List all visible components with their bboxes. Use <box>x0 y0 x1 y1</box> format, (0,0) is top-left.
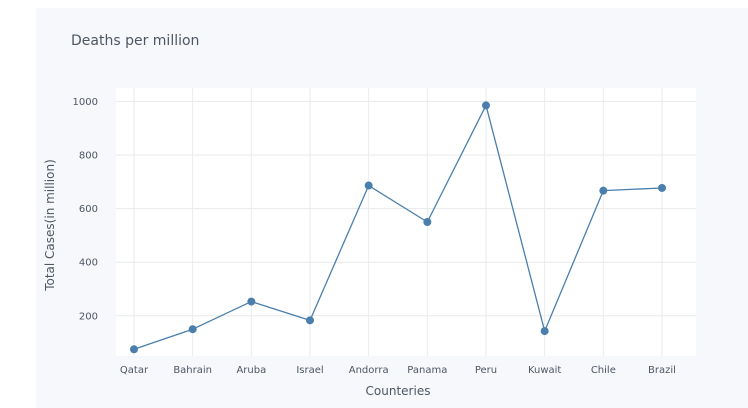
data-point-chile[interactable] <box>599 186 608 195</box>
data-point-kuwait[interactable] <box>540 327 549 336</box>
plot-area <box>116 88 696 356</box>
x-tick-label: Kuwait <box>528 365 561 376</box>
x-tick-label: Bahrain <box>173 365 212 376</box>
y-tick-label: 600 <box>79 204 98 215</box>
data-point-peru[interactable] <box>482 101 490 110</box>
x-axis-title: Counteries <box>366 384 431 398</box>
data-point-bahrain[interactable] <box>188 325 197 334</box>
x-tick-labels: Qatar Bahrain Aruba Israel Andorra Panama Peru… <box>120 365 676 376</box>
chart-title: Deaths per million <box>71 33 200 49</box>
series-markers <box>130 101 666 354</box>
y-tick-label: 1000 <box>73 97 98 108</box>
series-line <box>133 104 663 350</box>
data-point-israel[interactable] <box>306 316 314 325</box>
x-tick-label: Peru <box>475 365 497 376</box>
series-line-0 <box>133 104 663 350</box>
data-point-qatar[interactable] <box>130 345 138 354</box>
x-tick-label: Israel <box>296 365 323 376</box>
y-tick-label: 200 <box>79 311 98 322</box>
data-point-brazil[interactable] <box>658 183 666 192</box>
data-point-aruba[interactable] <box>247 297 256 306</box>
x-tick-label: Chile <box>591 365 616 376</box>
x-tick-label: Andorra <box>349 365 389 376</box>
x-tick-label: Panama <box>407 365 447 376</box>
x-tick-label: Aruba <box>236 365 266 376</box>
x-tick-label: Brazil <box>648 365 676 376</box>
data-point-andorra[interactable] <box>364 181 373 190</box>
y-tick-label: 800 <box>79 151 98 162</box>
y-tick-label: 400 <box>79 258 98 269</box>
y-axis-title: Total Cases(in million) <box>43 159 57 292</box>
grid-lines <box>116 88 696 356</box>
x-tick-label: Qatar <box>120 365 149 376</box>
y-tick-labels: 200 400 600 800 1000 <box>73 97 98 322</box>
data-point-panama[interactable] <box>423 218 432 226</box>
